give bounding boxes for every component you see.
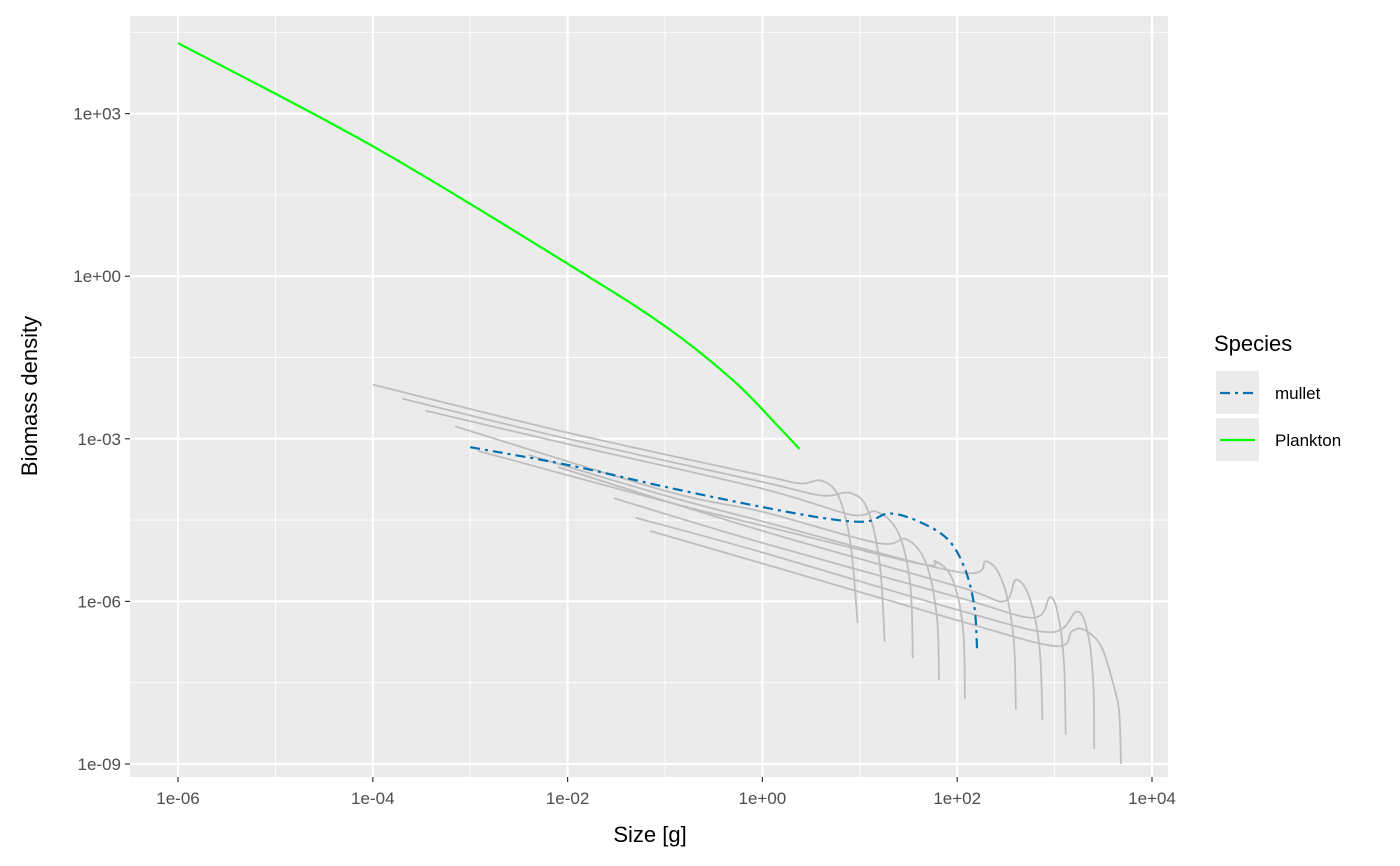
y-tick-label: 1e+03: [73, 105, 121, 124]
y-tick-label: 1e-03: [78, 430, 121, 449]
x-axis-title: Size [g]: [613, 822, 686, 847]
x-tick-label: 1e+02: [933, 789, 981, 808]
x-tick-label: 1e-04: [351, 789, 394, 808]
major-gridlines: [130, 16, 1168, 777]
legend-label-mullet: mullet: [1275, 384, 1321, 403]
x-tick-label: 1e-02: [546, 789, 589, 808]
series-line-other-species: [635, 516, 1096, 749]
series-line-other-species: [401, 397, 886, 642]
y-tick-label: 1e+00: [73, 267, 121, 286]
legend-label-plankton: Plankton: [1275, 431, 1341, 450]
x-tick-label: 1e+00: [739, 789, 787, 808]
series-line-mullet: [470, 446, 979, 650]
series-lines: [177, 42, 1122, 765]
series-line-plankton: [177, 42, 801, 450]
series-line-other-species: [372, 383, 859, 624]
series-line-other-species: [528, 454, 1017, 710]
x-tick-label: 1e-06: [156, 789, 199, 808]
legend: Species mullet Plankton: [1214, 331, 1341, 461]
y-axis-ticks: 1e-09 1e-06 1e-03 1e+00 1e+03: [73, 105, 130, 774]
series-line-other-species: [613, 497, 1067, 735]
minor-gridlines: [130, 16, 1168, 777]
series-line-other-species: [454, 425, 940, 681]
y-tick-label: 1e-06: [78, 592, 121, 611]
y-axis-title: Biomass density: [17, 316, 42, 476]
legend-title: Species: [1214, 331, 1292, 356]
x-tick-label: 1e+04: [1128, 789, 1176, 808]
x-axis-ticks: 1e-06 1e-04 1e-02 1e+00 1e+02 1e+04: [156, 777, 1176, 808]
series-line-other-species: [649, 530, 1122, 765]
plot-panel: [130, 16, 1168, 777]
y-tick-label: 1e-09: [78, 755, 121, 774]
series-line-other-species: [425, 409, 914, 659]
